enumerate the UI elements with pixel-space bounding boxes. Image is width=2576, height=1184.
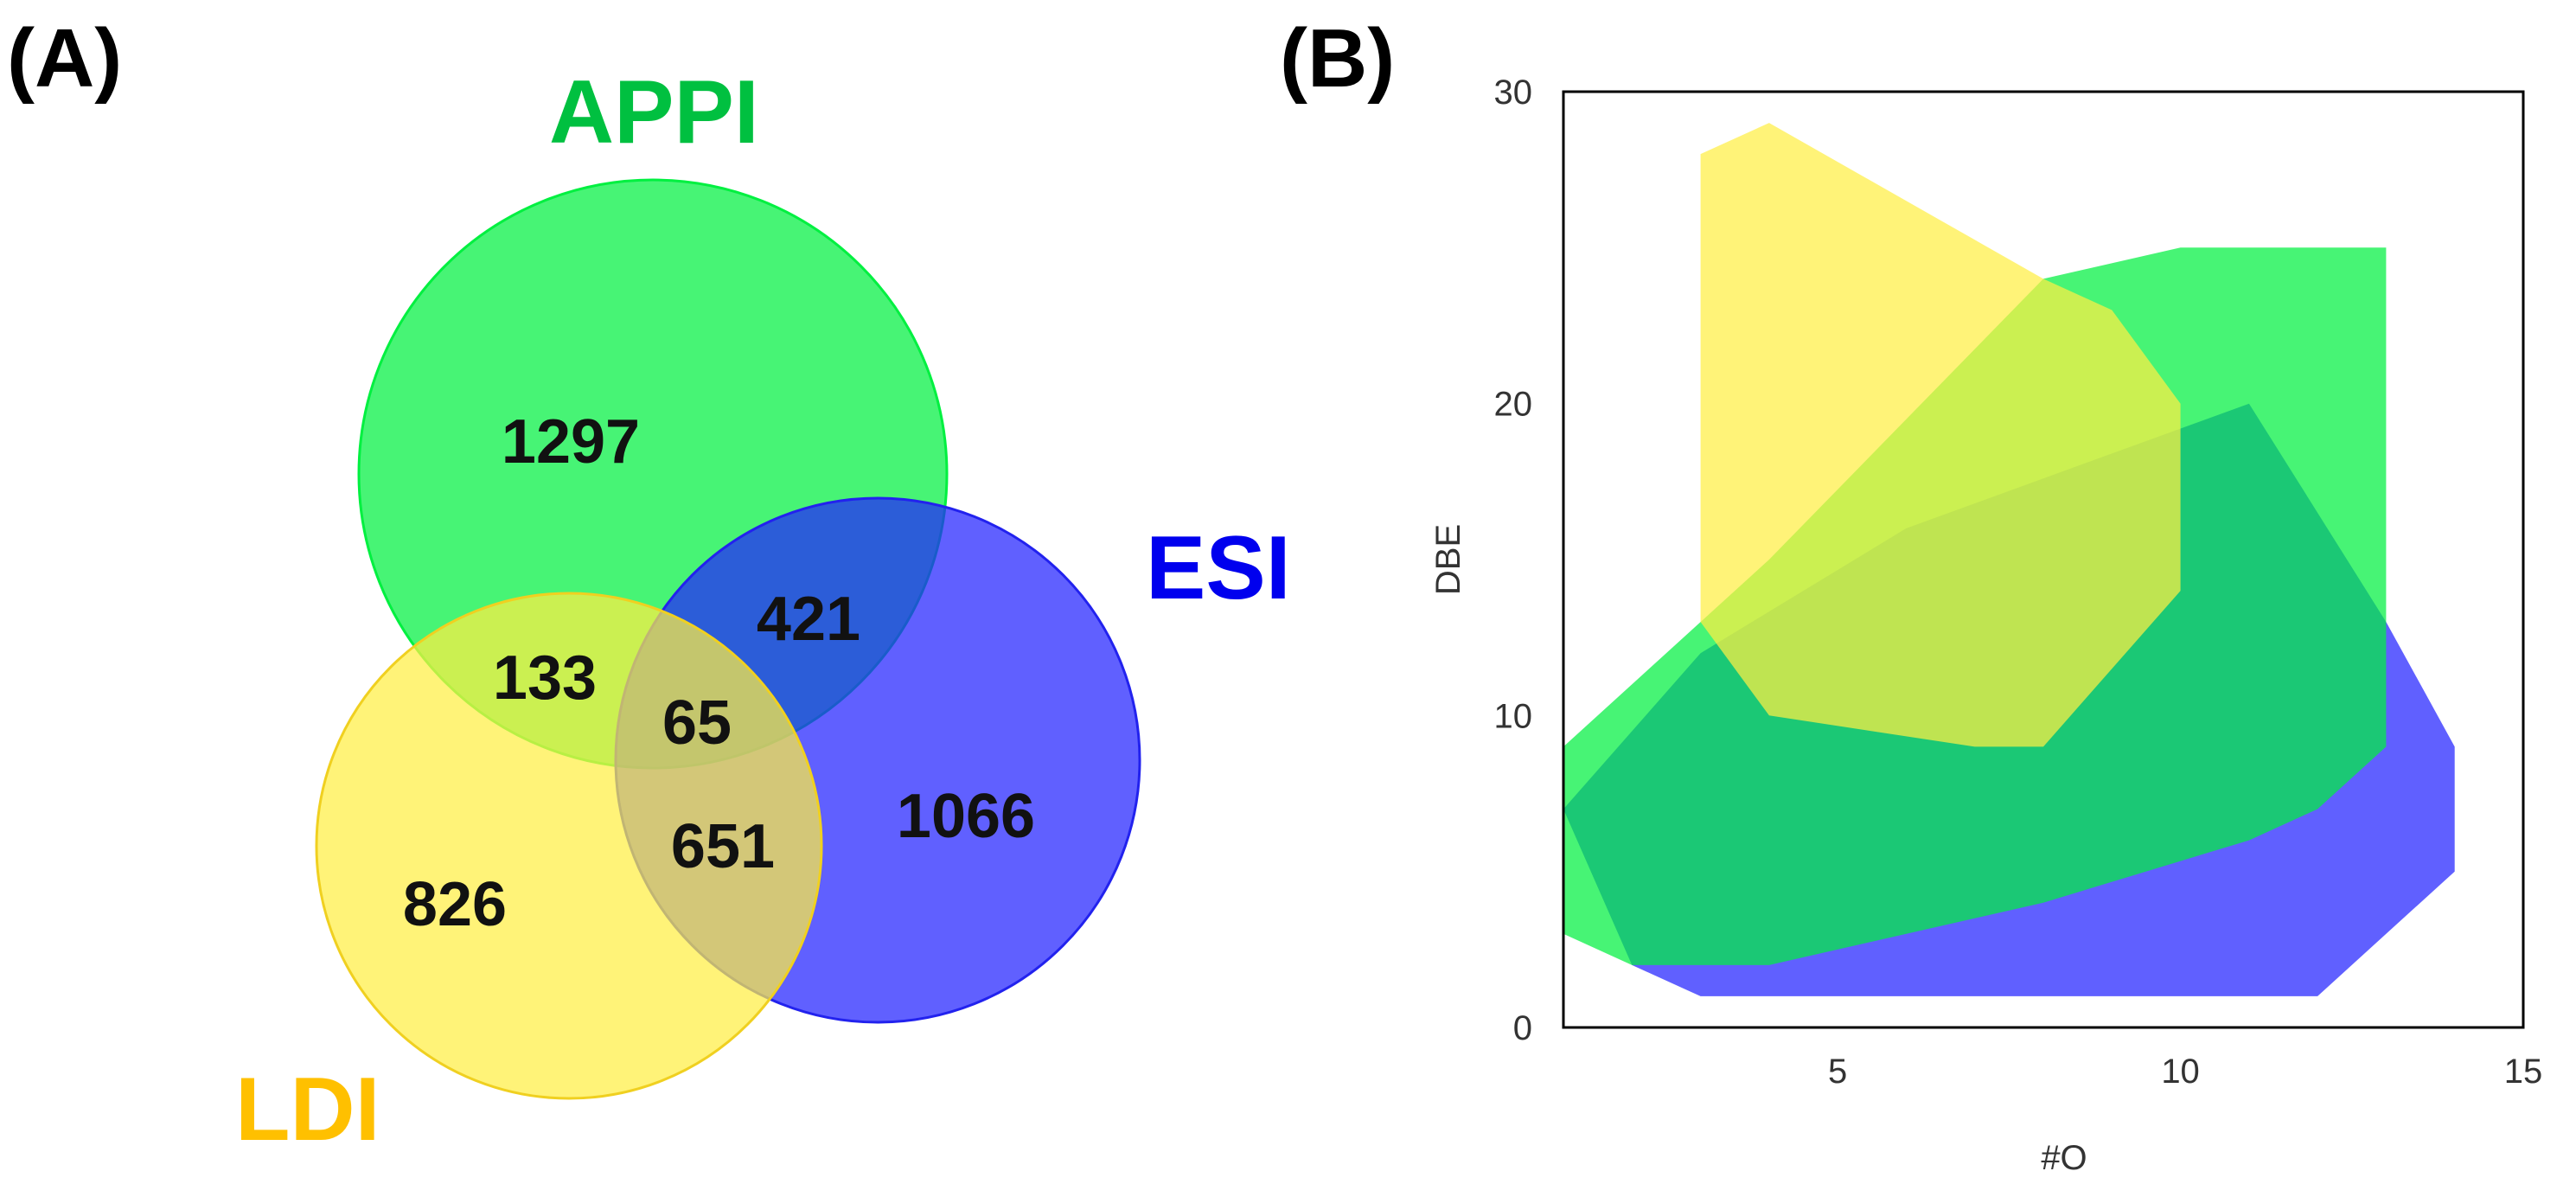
venn-label-ldi: LDI — [235, 1059, 380, 1160]
y-tick-label: 0 — [1513, 1009, 1532, 1047]
y-axis-label: DBE — [1429, 524, 1467, 595]
venn-count-appi-ldi: 133 — [493, 643, 597, 713]
x-tick-label: 5 — [1828, 1053, 1847, 1091]
venn-label-esi: ESI — [1146, 518, 1291, 618]
venn-count-esi-ldi: 651 — [671, 812, 775, 881]
panel-label-a: (A) — [7, 12, 122, 105]
y-tick-label: 10 — [1494, 697, 1533, 735]
venn-count-ldi-only: 826 — [403, 870, 507, 939]
area-panel: (B) 5 10 15 0 10 20 30 #O DBE — [1280, 12, 2542, 1177]
panel-label-b: (B) — [1280, 12, 1395, 105]
area-layer — [1563, 123, 2455, 996]
venn-count-appi-only: 1297 — [502, 407, 640, 477]
y-tick-label: 30 — [1494, 74, 1533, 112]
area-ldi — [1700, 123, 2181, 747]
venn-panel: (A) APPI ESI LDI 1297 421 133 65 651 106… — [7, 12, 1291, 1160]
x-tick-label: 15 — [2504, 1053, 2543, 1091]
venn-count-appi-esi: 421 — [757, 585, 860, 654]
venn-label-appi: APPI — [549, 62, 759, 163]
venn-count-esi-only: 1066 — [897, 782, 1035, 851]
plot-frame — [1562, 90, 2525, 1029]
y-tick-label: 20 — [1494, 386, 1533, 424]
venn-circle-ldi — [315, 592, 823, 1100]
tick-layer: 5 10 15 0 10 20 30 — [1494, 74, 2543, 1091]
x-axis-label: #O — [2041, 1139, 2087, 1177]
x-tick-label: 10 — [2161, 1053, 2200, 1091]
venn-count-all: 65 — [662, 688, 732, 758]
